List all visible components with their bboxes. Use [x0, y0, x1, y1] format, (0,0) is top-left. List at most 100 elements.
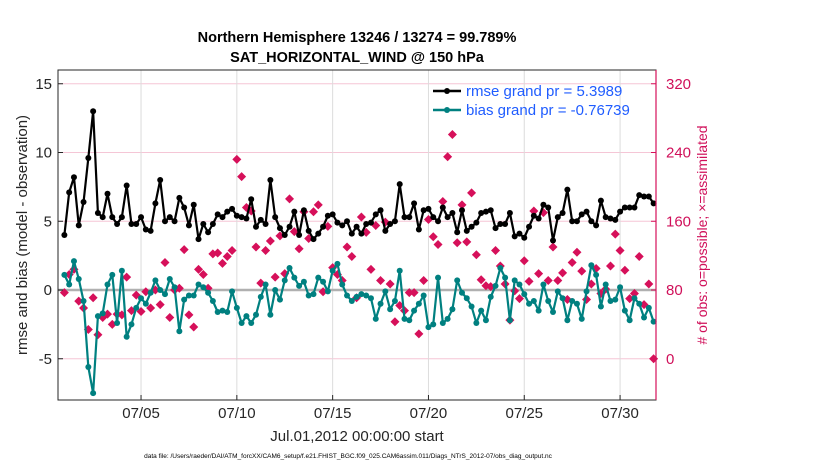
- rmse-point: [344, 218, 351, 225]
- rmse-point: [564, 186, 571, 193]
- bias-point: [152, 277, 159, 284]
- rmse-point: [468, 223, 475, 230]
- bias-point: [286, 265, 293, 271]
- rmse-point: [458, 207, 465, 214]
- bias-point: [348, 298, 355, 304]
- obs-count-marker: [294, 244, 304, 254]
- plot-marks: [59, 108, 659, 397]
- rmse-point: [272, 214, 279, 221]
- bias-point: [372, 315, 379, 322]
- obs-count-marker: [404, 288, 414, 298]
- rmse-point: [90, 108, 97, 115]
- rmse-point: [420, 207, 427, 214]
- obs-count-marker: [390, 317, 400, 327]
- plot-frame: [57, 69, 657, 401]
- rmse-point: [253, 223, 260, 230]
- bias-point: [559, 295, 566, 302]
- rmse-point: [621, 204, 628, 211]
- bias-point: [626, 317, 633, 324]
- bias-point: [353, 293, 360, 300]
- bias-point: [320, 278, 327, 285]
- obs-count-marker: [347, 251, 357, 261]
- bias-point: [219, 307, 226, 314]
- rmse-point: [281, 232, 288, 238]
- rmse-point: [128, 221, 135, 227]
- bias-point: [281, 277, 288, 284]
- bias-point: [66, 281, 73, 288]
- bias-point: [593, 271, 600, 278]
- bias-point: [482, 317, 489, 324]
- bias-point: [80, 298, 87, 304]
- rmse-point: [382, 227, 389, 234]
- rmse-point: [80, 199, 87, 205]
- bias-point: [253, 311, 260, 318]
- obs-count-marker: [524, 276, 534, 286]
- rmse-point: [257, 216, 264, 223]
- y-tick-label: 5: [44, 213, 52, 230]
- bias-point: [272, 287, 279, 293]
- rmse-point: [324, 212, 331, 219]
- bias-point: [358, 291, 365, 298]
- rmse-point: [612, 216, 619, 223]
- bias-point: [310, 291, 317, 298]
- obs-count-marker: [514, 294, 524, 304]
- bias-point: [75, 276, 82, 282]
- obs-count-marker: [356, 212, 366, 222]
- bias-point: [602, 281, 609, 288]
- obs-count-marker: [414, 329, 424, 339]
- legend: rmse grand pr = 5.3989 bias grand pr = -…: [433, 83, 630, 119]
- obs-count-marker: [615, 245, 625, 255]
- rmse-point: [348, 230, 355, 237]
- rmse-point: [133, 221, 140, 227]
- obs-count-marker: [577, 266, 587, 276]
- rmse-point: [449, 210, 456, 216]
- bias-point: [454, 277, 461, 284]
- data-file-footnote: data file: /Users/raeder/DAI/ATM_forcXX/…: [144, 453, 553, 460]
- bias-point: [161, 291, 168, 298]
- rmse-point: [353, 223, 360, 230]
- bias-point: [262, 281, 269, 288]
- rmse-point: [104, 190, 111, 197]
- rmse-point: [626, 204, 633, 211]
- obs-count-marker: [232, 154, 242, 164]
- rmse-point: [617, 208, 624, 215]
- rmse-point: [320, 223, 327, 230]
- rmse-point: [521, 234, 528, 241]
- bias-point: [94, 313, 101, 320]
- rmse-point: [425, 205, 432, 212]
- obs-count-marker: [213, 248, 223, 258]
- obs-count-marker: [237, 172, 247, 182]
- obs-count-marker: [534, 269, 544, 279]
- y2-tick-label: 320: [666, 76, 691, 93]
- obs-count-marker: [476, 275, 486, 285]
- bias-point: [540, 281, 547, 288]
- bias-point: [190, 292, 197, 299]
- bias-point: [444, 315, 451, 322]
- rmse-point: [185, 222, 192, 229]
- obs-count-marker: [323, 221, 333, 231]
- bias-point: [573, 300, 580, 307]
- rmse-point: [142, 226, 149, 233]
- rmse-point: [229, 205, 236, 212]
- obs-count-marker: [634, 251, 644, 261]
- bias-point: [406, 317, 413, 324]
- obs-count-marker: [88, 293, 98, 303]
- bias-point: [109, 271, 116, 278]
- bias-point: [171, 284, 178, 291]
- obs-count-marker: [553, 276, 563, 286]
- bias-point: [229, 288, 236, 295]
- bias-point: [425, 324, 432, 331]
- rmse-point: [200, 221, 207, 227]
- bias-point: [597, 303, 604, 310]
- rmse-point: [641, 193, 648, 200]
- bias-point: [439, 320, 446, 326]
- bias-point: [90, 390, 97, 397]
- bias-point: [267, 311, 274, 318]
- rmse-point: [583, 208, 590, 215]
- bias-point: [463, 295, 470, 302]
- obs-count-marker: [74, 296, 84, 306]
- rmse-point: [602, 214, 609, 221]
- rmse-point: [123, 182, 130, 189]
- obs-count-marker: [529, 206, 539, 216]
- bias-point: [387, 306, 394, 313]
